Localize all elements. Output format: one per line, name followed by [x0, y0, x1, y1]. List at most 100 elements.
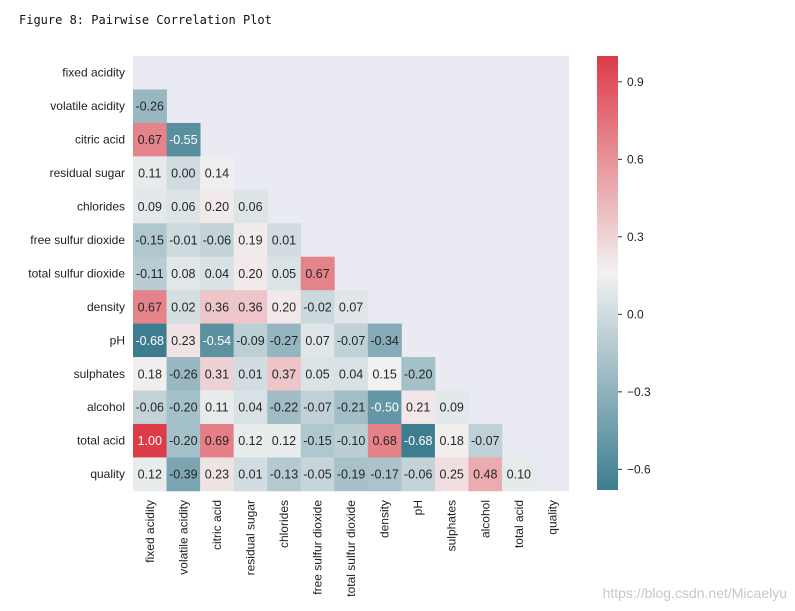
cell-value-label: -0.54: [203, 334, 232, 348]
cell-value-label: -0.39: [169, 468, 198, 482]
x-tick-label: free sulfur dioxide: [311, 500, 325, 595]
figure-title: Figure 8: Pairwise Correlation Plot: [19, 13, 272, 27]
heatmap-cell: [334, 323, 369, 358]
heatmap-cell: [334, 390, 369, 425]
cell-value-label: 0.07: [339, 300, 363, 314]
x-tick-label: fixed acidity: [143, 500, 157, 563]
heatmap-cell: [133, 223, 167, 258]
heatmap-cell: [166, 290, 201, 324]
cell-value-label: 0.07: [305, 334, 329, 348]
heatmap-cell: [200, 189, 235, 224]
heatmap-cell: [367, 390, 402, 425]
cell-value-label: -0.20: [169, 434, 198, 448]
heatmap-cell: [401, 457, 436, 492]
colorbar-ticks: 0.9 0.6 0.3 0.0 −0.3 −0.6: [618, 75, 651, 476]
watermark: https://blog.csdn.net/Micaelyu: [602, 585, 787, 601]
cell-value-label: -0.21: [337, 401, 366, 415]
heatmap-cell: [267, 423, 302, 458]
heatmap-cell: [133, 189, 167, 224]
cell-value-label: -0.02: [303, 300, 332, 314]
heatmap-cell: [502, 457, 536, 492]
heatmap-cell: [233, 357, 268, 391]
heatmap-cell: [401, 390, 436, 425]
cell-value-label: 0.23: [171, 334, 195, 348]
x-tick-label: total sulfur dioxide: [344, 500, 358, 597]
heatmap-cell: [300, 457, 335, 492]
heatmap-cell: [233, 423, 268, 458]
cell-value-label: 0.05: [305, 367, 329, 381]
cell-value-label: -0.07: [337, 334, 366, 348]
cell-value-label: -0.06: [404, 468, 433, 482]
x-tick-label: total acid: [512, 500, 526, 548]
cell-value-label: -0.20: [169, 401, 198, 415]
x-tick-label: volatile acidity: [176, 500, 190, 575]
heatmap-cell: [200, 390, 235, 425]
x-axis-labels: fixed acidity volatile acidity citric acid…: [143, 500, 560, 597]
colorbar-tick-label: −0.6: [627, 462, 651, 476]
heatmap-cell: [334, 290, 369, 324]
cell-value-label: 0.69: [205, 434, 229, 448]
heatmap-cell: [267, 323, 302, 358]
heatmap-cell: [434, 423, 469, 458]
x-tick-label: chlorides: [277, 500, 291, 548]
x-tick-label: sulphates: [445, 500, 459, 551]
cell-value-label: -0.13: [270, 468, 299, 482]
heatmap-cell: [233, 189, 268, 224]
cell-value-label: 0.25: [440, 468, 464, 482]
cell-value-label: 0.67: [138, 133, 162, 147]
cell-value-label: 0.01: [272, 233, 296, 247]
x-tick-label: quality: [545, 500, 559, 535]
cell-value-label: 0.01: [238, 468, 262, 482]
cell-value-label: -0.07: [303, 401, 332, 415]
heatmap-cell: [367, 357, 402, 391]
heatmap-cell: [166, 357, 201, 391]
cell-value-label: 0.09: [440, 401, 464, 415]
y-tick-label: density: [87, 300, 125, 314]
x-tick-label: density: [378, 500, 392, 538]
cell-value-label: -0.11: [136, 267, 164, 281]
heatmap-cell: [166, 223, 201, 258]
heatmap-cell: [166, 457, 201, 492]
y-tick-label: quality: [90, 467, 125, 481]
cell-value-label: 0.19: [238, 233, 262, 247]
cell-value-label: -0.06: [136, 401, 165, 415]
heatmap-cell: [233, 390, 268, 425]
heatmap-cell: [401, 423, 436, 458]
y-tick-label: total sulfur dioxide: [28, 266, 125, 280]
y-tick-label: citric acid: [75, 133, 125, 147]
cell-value-label: -0.68: [136, 334, 165, 348]
heatmap-cell: [300, 290, 335, 324]
heatmap-cell: [334, 423, 369, 458]
cell-value-label: -0.15: [136, 233, 165, 247]
heatmap-cell: [166, 189, 201, 224]
cell-value-label: 0.08: [171, 267, 195, 281]
heatmap-cell: [267, 223, 302, 258]
heatmap-cell: [468, 457, 503, 492]
heatmap-cell: [166, 156, 201, 191]
cell-value-label: 0.18: [440, 434, 464, 448]
heatmap-cell: [300, 256, 335, 291]
cell-value-label: 0.15: [372, 367, 396, 381]
cell-value-label: -0.26: [169, 367, 198, 381]
cell-value-label: 0.12: [272, 434, 296, 448]
heatmap-cell: [200, 156, 235, 191]
cell-value-label: 0.09: [138, 200, 162, 214]
cell-value-label: 0.14: [205, 167, 229, 181]
colorbar-tick-label: −0.3: [627, 385, 651, 399]
cell-value-label: -0.05: [303, 468, 332, 482]
cell-value-label: 0.04: [205, 267, 229, 281]
cell-value-label: 1.00: [138, 434, 162, 448]
heatmap-cell: [133, 357, 167, 391]
y-tick-label: chlorides: [77, 200, 125, 214]
cell-value-label: 0.67: [305, 267, 329, 281]
cell-value-label: -0.68: [404, 434, 433, 448]
cell-value-label: 0.20: [205, 200, 229, 214]
heatmap-cell: [267, 357, 302, 391]
heatmap-cell: [334, 357, 369, 391]
heatmap-cells: -0.26 0.67 -0.55 0.11 0.00 0.14 0.09 0.06 0.20 0.…: [133, 89, 536, 492]
heatmap-cell: [233, 457, 268, 492]
heatmap-cell: [233, 256, 268, 291]
cell-value-label: 0.10: [507, 468, 531, 482]
cell-value-label: -0.06: [203, 233, 232, 247]
colorbar-tick-label: 0.3: [627, 230, 644, 244]
